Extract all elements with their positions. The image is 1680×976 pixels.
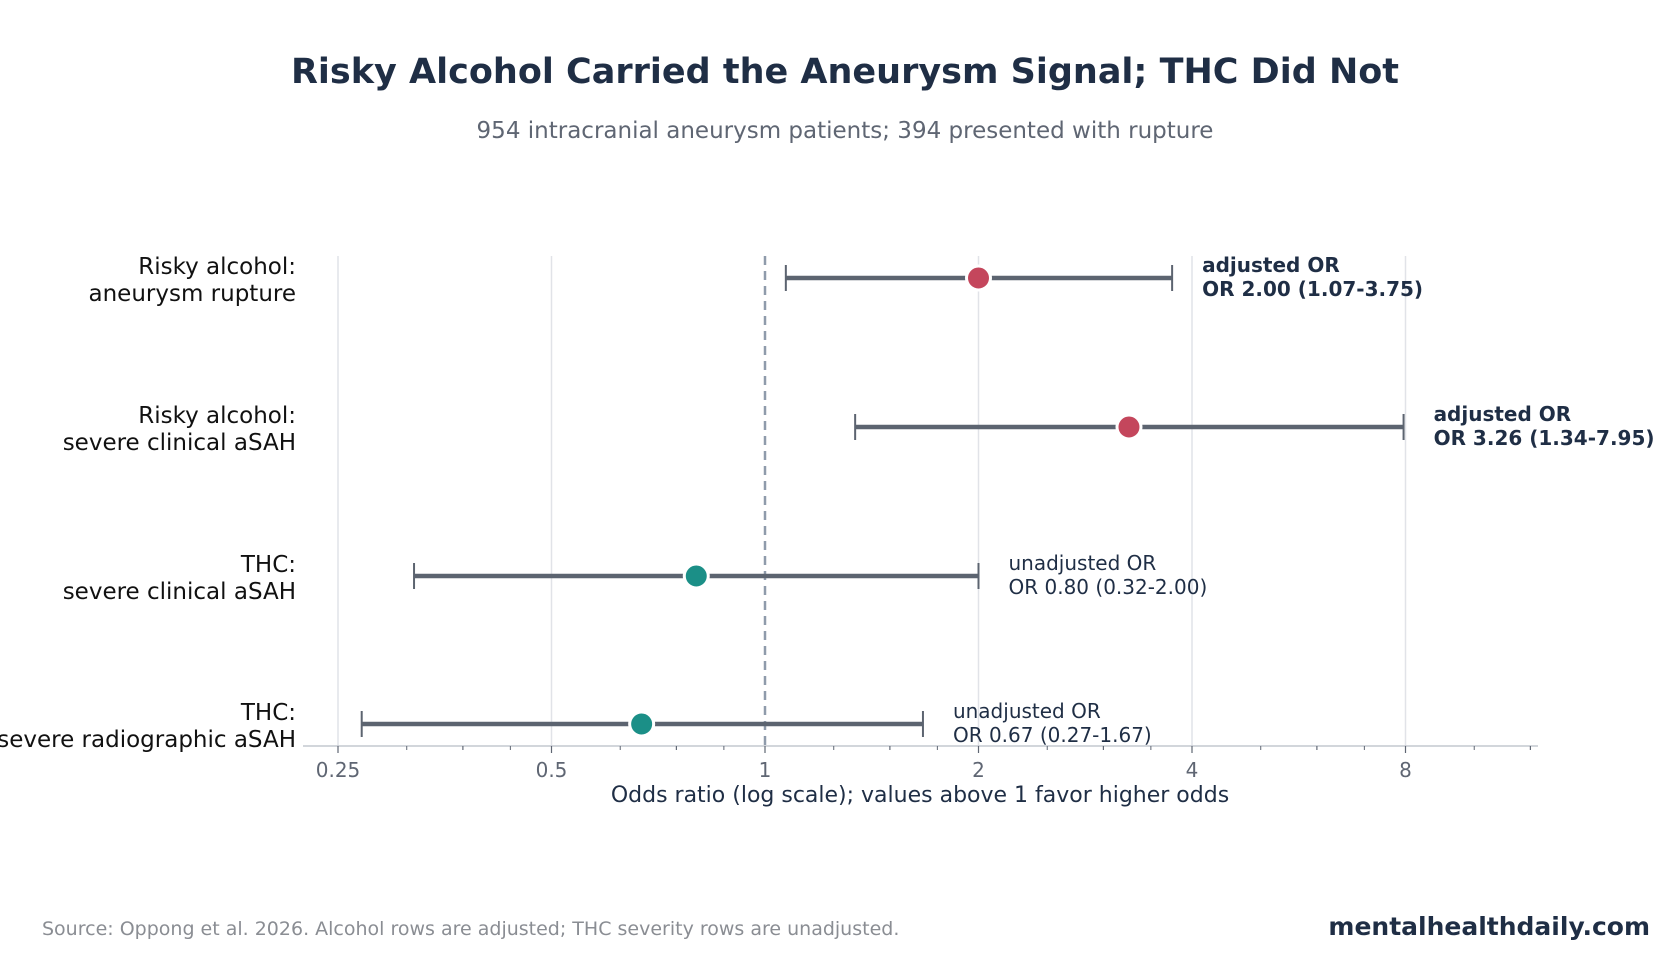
- annotation-2-type: unadjusted OR: [1009, 551, 1157, 575]
- chart-subtitle: 954 intracranial aneurysm patients; 394 …: [476, 118, 1214, 144]
- x-tick-label-4: 4: [1186, 758, 1199, 782]
- point-estimate-3: [628, 710, 656, 738]
- brand-label: mentalhealthdaily.com: [1328, 912, 1650, 941]
- row-label-1-line-1: Risky alcohol:: [138, 403, 296, 429]
- annotation-0-value: OR 2.00 (1.07-3.75): [1202, 277, 1423, 301]
- x-tick-label-5: 8: [1399, 758, 1412, 782]
- x-tick-label-1: 0.5: [536, 758, 568, 782]
- x-tick-label-0: 0.25: [316, 758, 361, 782]
- row-label-0-line-2: aneurysm rupture: [89, 281, 297, 307]
- source-note: Source: Oppong et al. 2026. Alcohol rows…: [42, 918, 900, 940]
- x-axis-label: Odds ratio (log scale); values above 1 f…: [611, 783, 1229, 808]
- point-estimate-2: [682, 562, 710, 590]
- annotation-1-value: OR 3.26 (1.34-7.95): [1434, 426, 1655, 450]
- chart-title: Risky Alcohol Carried the Aneurysm Signa…: [290, 52, 1400, 92]
- x-tick-label-3: 2: [972, 758, 985, 782]
- annotation-2-value: OR 0.80 (0.32-2.00): [1009, 575, 1208, 599]
- x-tick-label-2: 1: [759, 758, 772, 782]
- point-estimate-0: [965, 264, 992, 292]
- row-label-3-line-2: severe radiographic aSAH: [0, 727, 296, 753]
- annotation-3-value: OR 0.67 (0.27-1.67): [953, 723, 1152, 747]
- annotation-0-type: adjusted OR: [1202, 253, 1340, 277]
- row-label-2-line-1: THC:: [240, 552, 296, 578]
- row-label-3-line-1: THC:: [240, 700, 296, 726]
- point-estimate-1: [1115, 413, 1143, 441]
- annotation-3-type: unadjusted OR: [953, 699, 1101, 723]
- row-label-2-line-2: severe clinical aSAH: [63, 579, 296, 605]
- row-label-1-line-2: severe clinical aSAH: [63, 430, 296, 456]
- row-label-0-line-1: Risky alcohol:: [138, 254, 296, 280]
- annotation-1-type: adjusted OR: [1434, 402, 1572, 426]
